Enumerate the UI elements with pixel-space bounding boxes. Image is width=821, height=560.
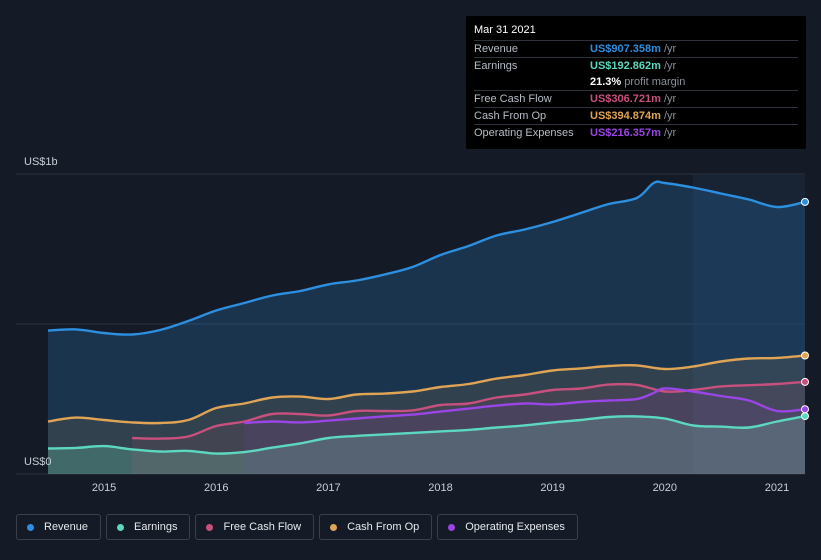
area-earnings <box>48 416 805 474</box>
legend-label: Free Cash Flow <box>223 521 302 533</box>
x-tick-label: 2021 <box>765 482 789 494</box>
tooltip-row-value: US$306.721m <box>590 93 661 105</box>
legend-label: Operating Expenses <box>465 521 565 533</box>
legend-item-revenue[interactable]: Revenue <box>16 514 102 540</box>
legend-dot-icon <box>448 523 456 531</box>
legend-label: Revenue <box>44 521 89 533</box>
legend-item-earnings[interactable]: Earnings <box>106 514 191 540</box>
x-tick-label: 2019 <box>540 482 564 494</box>
legend-item-cash-from-op[interactable]: Cash From Op <box>319 514 433 540</box>
y-axis-top-label: US$1b <box>24 156 58 168</box>
legend-dot-icon <box>206 523 214 531</box>
endpoint-cash-from-op <box>801 351 809 360</box>
legend-item-operating-expenses[interactable]: Operating Expenses <box>437 514 578 540</box>
x-axis: 2015 2016 2017 2018 2019 2020 2021 <box>92 482 789 494</box>
line-operating-expenses <box>244 387 806 425</box>
x-tick-label: 2016 <box>204 482 228 494</box>
tooltip-row-value: US$394.874m <box>590 110 661 122</box>
tooltip-row: Free Cash Flow US$306.721m/yr <box>474 90 798 107</box>
tooltip-row: 21.3% profit margin <box>474 74 798 90</box>
area-free-cash-flow <box>132 381 806 474</box>
area-operating-expenses <box>244 388 805 474</box>
tooltip-rows: Revenue US$907.358m/yr Earnings US$192.862m… <box>474 40 798 141</box>
tooltip-row-unit: /yr <box>663 110 677 122</box>
series-lines <box>47 180 806 455</box>
chart-grid <box>16 173 805 475</box>
y-axis-bottom-label: US$0 <box>24 456 52 468</box>
tooltip-row-unit: profit margin <box>624 76 686 88</box>
chart-legend: Revenue Earnings Free Cash Flow Cash From O… <box>16 514 578 540</box>
x-tick-label: 2018 <box>428 482 452 494</box>
tooltip-row-value: US$216.357m <box>590 127 661 139</box>
endpoint-revenue <box>801 197 809 206</box>
tooltip-row-label: Revenue <box>474 43 519 55</box>
tooltip-row-label <box>474 74 590 90</box>
x-tick-label: 2015 <box>92 482 116 494</box>
tooltip-row-unit: /yr <box>663 93 677 105</box>
legend-dot-icon <box>27 523 34 531</box>
x-tick-label: 2020 <box>653 482 677 494</box>
endpoint-free-cash-flow <box>801 377 809 386</box>
tooltip-row-unit: /yr <box>663 127 677 139</box>
tooltip-row-value: US$192.862m <box>590 60 661 72</box>
tooltip-row-unit: /yr <box>663 43 677 55</box>
legend-label: Cash From Op <box>347 521 420 533</box>
tooltip-row: Cash From Op US$394.874m/yr <box>474 107 798 124</box>
legend-label: Earnings <box>134 521 178 533</box>
tooltip-row-value: 21.3% <box>590 76 622 88</box>
tooltip-row: Revenue US$907.358m/yr <box>474 40 798 57</box>
endpoint-earnings <box>801 412 809 421</box>
endpoint-operating-expenses <box>801 405 809 414</box>
line-earnings <box>47 414 806 455</box>
tooltip-row-label: Free Cash Flow <box>474 93 552 105</box>
tooltip-row-label: Operating Expenses <box>474 127 574 139</box>
data-tooltip: Mar 31 2021 Revenue US$907.358m/yr Earning… <box>466 16 806 149</box>
tooltip-row-label: Earnings <box>474 60 518 72</box>
line-revenue <box>47 180 806 336</box>
tooltip-row-value: US$907.358m <box>590 43 661 55</box>
tooltip-row-label: Cash From Op <box>474 110 547 122</box>
series-areas <box>48 181 806 474</box>
legend-dot-icon <box>330 523 338 531</box>
series-endpoints <box>801 197 809 421</box>
line-free-cash-flow <box>132 380 806 440</box>
tooltip-row: Operating Expenses US$216.357m/yr <box>474 124 798 141</box>
legend-dot-icon <box>117 523 125 531</box>
tooltip-date: Mar 31 2021 <box>474 24 536 36</box>
line-cash-from-op <box>47 354 806 425</box>
tooltip-row-unit: /yr <box>663 60 677 72</box>
forecast-highlight <box>692 174 805 474</box>
x-tick-label: 2017 <box>316 482 340 494</box>
tooltip-row: Earnings US$192.862m/yr <box>474 57 798 74</box>
legend-item-free-cash-flow[interactable]: Free Cash Flow <box>195 514 315 540</box>
